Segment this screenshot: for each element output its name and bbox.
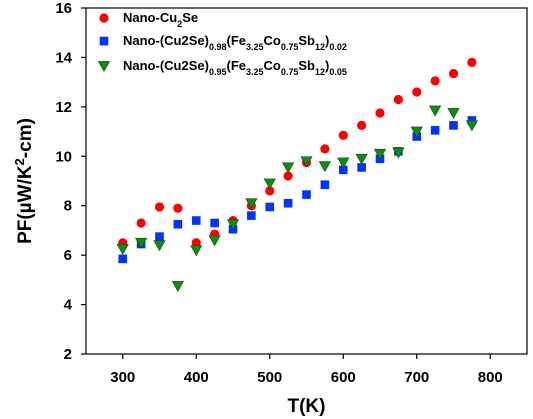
data-point — [190, 245, 203, 257]
data-point — [447, 108, 460, 120]
data-point — [373, 148, 387, 160]
data-point — [300, 156, 313, 168]
data-point — [191, 238, 201, 248]
data-point — [467, 116, 477, 125]
data-point — [393, 94, 403, 105]
legend: Nano-Cu2Se Nano-(Cu2Se)0.98(Fe3.25Co0.75S… — [97, 10, 347, 77]
y-tick-label: 10 — [55, 148, 72, 165]
x-axis-label: T(K) — [288, 396, 326, 417]
data-point — [155, 232, 164, 241]
data-point — [338, 165, 348, 175]
x-tick-label: 600 — [331, 369, 356, 386]
data-point — [265, 186, 275, 196]
y-tick-label: 16 — [55, 0, 72, 17]
legend-label: Nano-(Cu2Se)0.98(Fe3.25Co0.75Sb12)0.02 — [123, 33, 347, 52]
data-point — [467, 57, 477, 67]
y-tick-label: 4 — [64, 297, 73, 314]
data-point — [465, 120, 478, 132]
data-point — [302, 190, 311, 199]
series-2 — [118, 116, 477, 264]
series-3 — [116, 105, 478, 293]
data-point — [136, 218, 146, 228]
legend-label: Nano-Cu2Se — [123, 10, 198, 29]
data-point — [430, 126, 440, 135]
data-point — [410, 126, 423, 138]
data-point — [116, 244, 129, 255]
data-point — [449, 121, 458, 130]
data-point — [429, 105, 442, 117]
data-point — [337, 157, 350, 169]
data-point — [226, 219, 240, 231]
data-point — [191, 216, 201, 225]
data-point — [448, 68, 459, 79]
data-point — [375, 108, 385, 118]
series-1 — [118, 57, 477, 248]
data-point — [153, 240, 166, 252]
data-point — [263, 178, 276, 190]
x-tick-label: 400 — [184, 369, 209, 386]
data-point — [357, 120, 367, 130]
data-point — [320, 180, 330, 190]
data-point — [357, 163, 366, 172]
y-tick-label: 14 — [55, 49, 72, 66]
data-point — [412, 87, 422, 97]
x-tick-label: 300 — [110, 369, 135, 386]
data-point — [338, 130, 348, 140]
data-marks — [116, 57, 478, 293]
data-point — [208, 235, 221, 247]
data-point — [318, 161, 331, 173]
data-point — [135, 237, 148, 249]
data-point — [282, 162, 295, 174]
axis-labels: T(K) PF(µW/K2-cm) — [12, 118, 326, 417]
data-point — [392, 147, 405, 159]
data-point — [245, 198, 258, 210]
data-point — [320, 144, 330, 154]
axis-ticks: 300 400 500 600 700 800 2 4 6 8 10 12 14 16 — [55, 0, 502, 386]
plot-frame — [85, 7, 528, 355]
data-point — [171, 281, 184, 293]
legend-marker — [99, 13, 109, 23]
data-point — [430, 76, 440, 86]
legend-entry-2: Nano-(Cu2Se)0.98(Fe3.25Co0.75Sb12)0.02 — [99, 33, 347, 52]
legend-marker — [97, 61, 111, 73]
y-tick-label: 8 — [64, 198, 72, 215]
legend-marker — [99, 36, 109, 46]
data-point — [173, 219, 183, 229]
x-tick-label: 500 — [257, 369, 282, 386]
y-tick-label: 6 — [64, 247, 72, 264]
y-tick-label: 2 — [64, 346, 72, 363]
legend-label: Nano-(Cu2Se)0.95(Fe3.25Co0.75Sb12)0.05 — [123, 58, 347, 77]
data-point — [247, 211, 256, 220]
legend-entry-1: Nano-Cu2Se — [99, 10, 198, 29]
data-point — [173, 203, 183, 213]
x-tick-label: 700 — [404, 369, 429, 386]
plot-border — [85, 7, 528, 355]
data-point — [118, 254, 128, 264]
legend-entry-3: Nano-(Cu2Se)0.95(Fe3.25Co0.75Sb12)0.05 — [97, 58, 347, 77]
data-point — [355, 153, 368, 165]
data-point — [283, 198, 293, 208]
y-tick-label: 12 — [55, 99, 72, 116]
x-tick-label: 800 — [478, 369, 503, 386]
data-point — [283, 171, 293, 181]
data-point — [210, 218, 219, 228]
data-point — [265, 202, 275, 212]
y-axis-label: PF(µW/K2-cm) — [12, 118, 37, 244]
data-point — [154, 202, 165, 212]
